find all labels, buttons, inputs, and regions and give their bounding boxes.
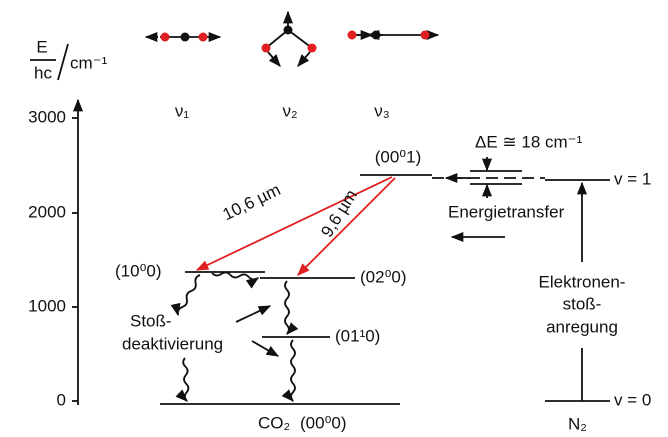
relaxation-arrow: [212, 272, 258, 279]
level-label: v = 0: [614, 390, 651, 409]
tick-label: 0: [57, 390, 66, 409]
tick-label: 3000: [28, 107, 66, 126]
delta-e-label: ΔE ≅ 18 cm⁻¹: [475, 132, 583, 151]
level-label: (01¹0): [335, 326, 380, 345]
level-label: (10⁰0): [115, 261, 162, 280]
arrow: [252, 341, 278, 356]
molecule-nu2: [262, 12, 317, 66]
laser-label: 9,6 µm: [317, 186, 361, 240]
laser-arrow: [197, 177, 392, 270]
laser-label: 10,6 µm: [220, 180, 284, 224]
species-label: N₂: [568, 414, 587, 433]
transfer-label: Energietransfer: [448, 202, 565, 221]
level-label: (00⁰1): [375, 147, 422, 166]
level-label: v = 1: [614, 169, 651, 188]
mode-label: ν₁: [175, 101, 190, 120]
molecule-nu1: [146, 33, 220, 42]
excitation-label: anregung: [546, 317, 618, 336]
relaxation-arrow: [291, 340, 295, 401]
slash: [58, 44, 68, 80]
mode-label: ν₃: [374, 101, 389, 120]
excitation-label: Elektronen-: [539, 272, 626, 291]
deactivation-label: deaktivierung: [122, 334, 223, 353]
excitation-label: stoß-: [563, 294, 602, 313]
tick-label: 1000: [28, 296, 66, 315]
axis-label-unit: cm⁻¹: [70, 53, 108, 72]
arrow: [236, 306, 270, 322]
relaxation-arrow: [285, 281, 289, 334]
relaxation-arrow: [183, 358, 188, 401]
axis-label-num: E: [36, 37, 47, 56]
relaxation-arrow: [178, 275, 200, 315]
mode-label: ν₂: [282, 101, 297, 120]
level-label: (00⁰0): [300, 413, 347, 432]
energy-diagram: E hc cm⁻¹ 0100020003000 ν₁ ν₂ ν₃ (00⁰1) …: [0, 0, 668, 437]
level-label: (02⁰0): [360, 267, 407, 286]
species-label: CO₂: [258, 413, 290, 432]
tick-label: 2000: [28, 202, 66, 221]
molecule-nu3: [348, 31, 439, 40]
deactivation-label: Stoß-: [130, 311, 172, 330]
axis-label-den: hc: [34, 63, 52, 82]
